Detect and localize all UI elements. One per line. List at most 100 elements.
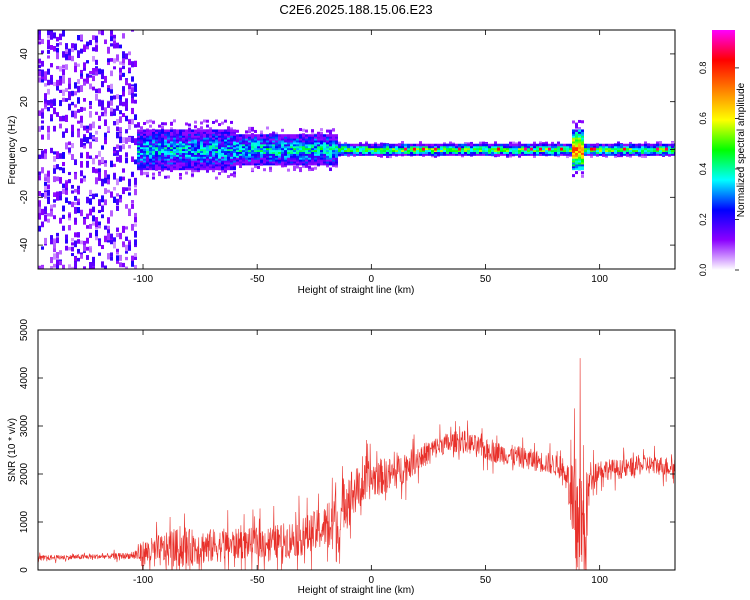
heatmap-cell bbox=[329, 147, 332, 151]
heatmap-cell bbox=[206, 156, 209, 159]
heatmap-cell bbox=[206, 131, 209, 134]
heatmap-cell bbox=[170, 152, 173, 155]
heatmap-cell bbox=[194, 137, 197, 140]
heatmap-cell bbox=[110, 95, 113, 102]
heatmap-cell bbox=[218, 123, 221, 127]
heatmap-cell bbox=[71, 237, 74, 242]
heatmap-cell bbox=[335, 136, 338, 139]
heatmap-cell bbox=[77, 248, 80, 253]
heatmap-cell bbox=[245, 151, 248, 154]
heatmap-cell bbox=[140, 146, 143, 150]
heatmap-cell bbox=[221, 160, 224, 163]
heatmap-cell bbox=[290, 136, 293, 139]
heatmap-cell bbox=[266, 153, 269, 156]
heatmap-cell bbox=[278, 138, 281, 141]
heatmap-cell bbox=[224, 161, 227, 165]
heatmap-cell bbox=[155, 146, 158, 150]
heatmap-cell bbox=[452, 153, 455, 156]
heatmap-cell bbox=[551, 145, 554, 149]
heatmap-cell bbox=[215, 152, 218, 155]
heatmap-cell bbox=[281, 153, 284, 156]
heatmap-cell bbox=[389, 155, 392, 159]
heatmap-cell bbox=[242, 138, 245, 141]
heatmap-cell bbox=[248, 136, 251, 139]
heatmap-cell bbox=[491, 147, 494, 151]
heatmap-cell bbox=[326, 136, 329, 139]
heatmap-cell bbox=[572, 160, 575, 163]
heatmap-cell bbox=[260, 162, 263, 166]
heatmap-cell bbox=[92, 157, 95, 165]
heatmap-cell bbox=[290, 162, 293, 166]
heatmap-cell bbox=[299, 159, 302, 162]
heatmap-cell bbox=[299, 162, 302, 166]
heatmap-cell bbox=[530, 145, 533, 149]
heatmap-cell bbox=[614, 154, 617, 158]
heatmap-cell bbox=[278, 136, 281, 139]
heatmap-cell bbox=[311, 136, 314, 139]
heatmap-cell bbox=[350, 145, 353, 149]
heatmap-cell bbox=[44, 173, 47, 178]
heatmap-cell bbox=[137, 161, 140, 165]
heatmap-cell bbox=[401, 141, 404, 145]
heatmap-cell bbox=[86, 73, 89, 79]
heatmap-cell bbox=[47, 170, 50, 178]
heatmap-cell bbox=[320, 134, 323, 137]
heatmap-cell bbox=[152, 148, 155, 152]
heatmap-cell bbox=[326, 134, 329, 137]
heatmap-cell bbox=[668, 151, 671, 154]
heatmap-cell bbox=[125, 256, 128, 261]
heatmap-cell bbox=[44, 237, 47, 244]
heatmap-cell bbox=[671, 149, 674, 153]
heatmap-cell bbox=[56, 265, 59, 269]
heatmap-cell bbox=[509, 147, 512, 151]
heatmap-cell bbox=[572, 161, 575, 165]
heatmap-cell bbox=[644, 153, 647, 156]
heatmap-cell bbox=[644, 155, 647, 159]
heatmap-cell bbox=[131, 223, 134, 231]
heatmap-cell bbox=[191, 142, 194, 146]
x-tick-label: 100 bbox=[591, 575, 608, 586]
heatmap-cell bbox=[581, 137, 584, 140]
heatmap-cell bbox=[41, 208, 44, 216]
heatmap-cell bbox=[470, 145, 473, 149]
heatmap-cell bbox=[269, 157, 272, 160]
heatmap-cell bbox=[125, 157, 128, 164]
heatmap-cell bbox=[359, 142, 362, 146]
heatmap-cell bbox=[572, 174, 575, 178]
heatmap-cell bbox=[143, 121, 146, 125]
heatmap-cell bbox=[467, 147, 470, 151]
heatmap-cell bbox=[170, 163, 173, 167]
heatmap-cell bbox=[302, 147, 305, 151]
heatmap-cell bbox=[611, 147, 614, 151]
heatmap-cell bbox=[323, 162, 326, 166]
heatmap-cell bbox=[233, 165, 236, 169]
heatmap-cell bbox=[149, 165, 152, 169]
heatmap-cell bbox=[89, 232, 92, 238]
heatmap-cell bbox=[113, 40, 116, 44]
heatmap-cell bbox=[41, 150, 44, 158]
heatmap-cell bbox=[179, 140, 182, 144]
heatmap-cell bbox=[53, 107, 56, 115]
heatmap-cell bbox=[668, 153, 671, 156]
heatmap-cell bbox=[326, 151, 329, 154]
heatmap-cell bbox=[311, 129, 314, 133]
heatmap-cell bbox=[71, 55, 74, 62]
heatmap-cell bbox=[53, 245, 56, 249]
heatmap-cell bbox=[533, 149, 536, 153]
heatmap-cell bbox=[209, 156, 212, 159]
heatmap-cell bbox=[575, 125, 578, 129]
heatmap-cell bbox=[50, 63, 53, 68]
heatmap-cell bbox=[614, 147, 617, 151]
heatmap-cell bbox=[530, 143, 533, 147]
heatmap-cell bbox=[167, 146, 170, 150]
heatmap-cell bbox=[380, 143, 383, 147]
heatmap-cell bbox=[38, 77, 41, 83]
heatmap-cell bbox=[155, 150, 158, 153]
heatmap-cell bbox=[539, 149, 542, 153]
heatmap-cell bbox=[311, 162, 314, 166]
heatmap-cell bbox=[71, 184, 74, 189]
heatmap-cell bbox=[566, 151, 569, 154]
heatmap-cell bbox=[218, 131, 221, 134]
heatmap-cell bbox=[209, 161, 212, 165]
